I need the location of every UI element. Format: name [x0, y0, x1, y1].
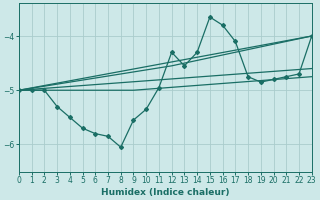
X-axis label: Humidex (Indice chaleur): Humidex (Indice chaleur)	[101, 188, 229, 197]
